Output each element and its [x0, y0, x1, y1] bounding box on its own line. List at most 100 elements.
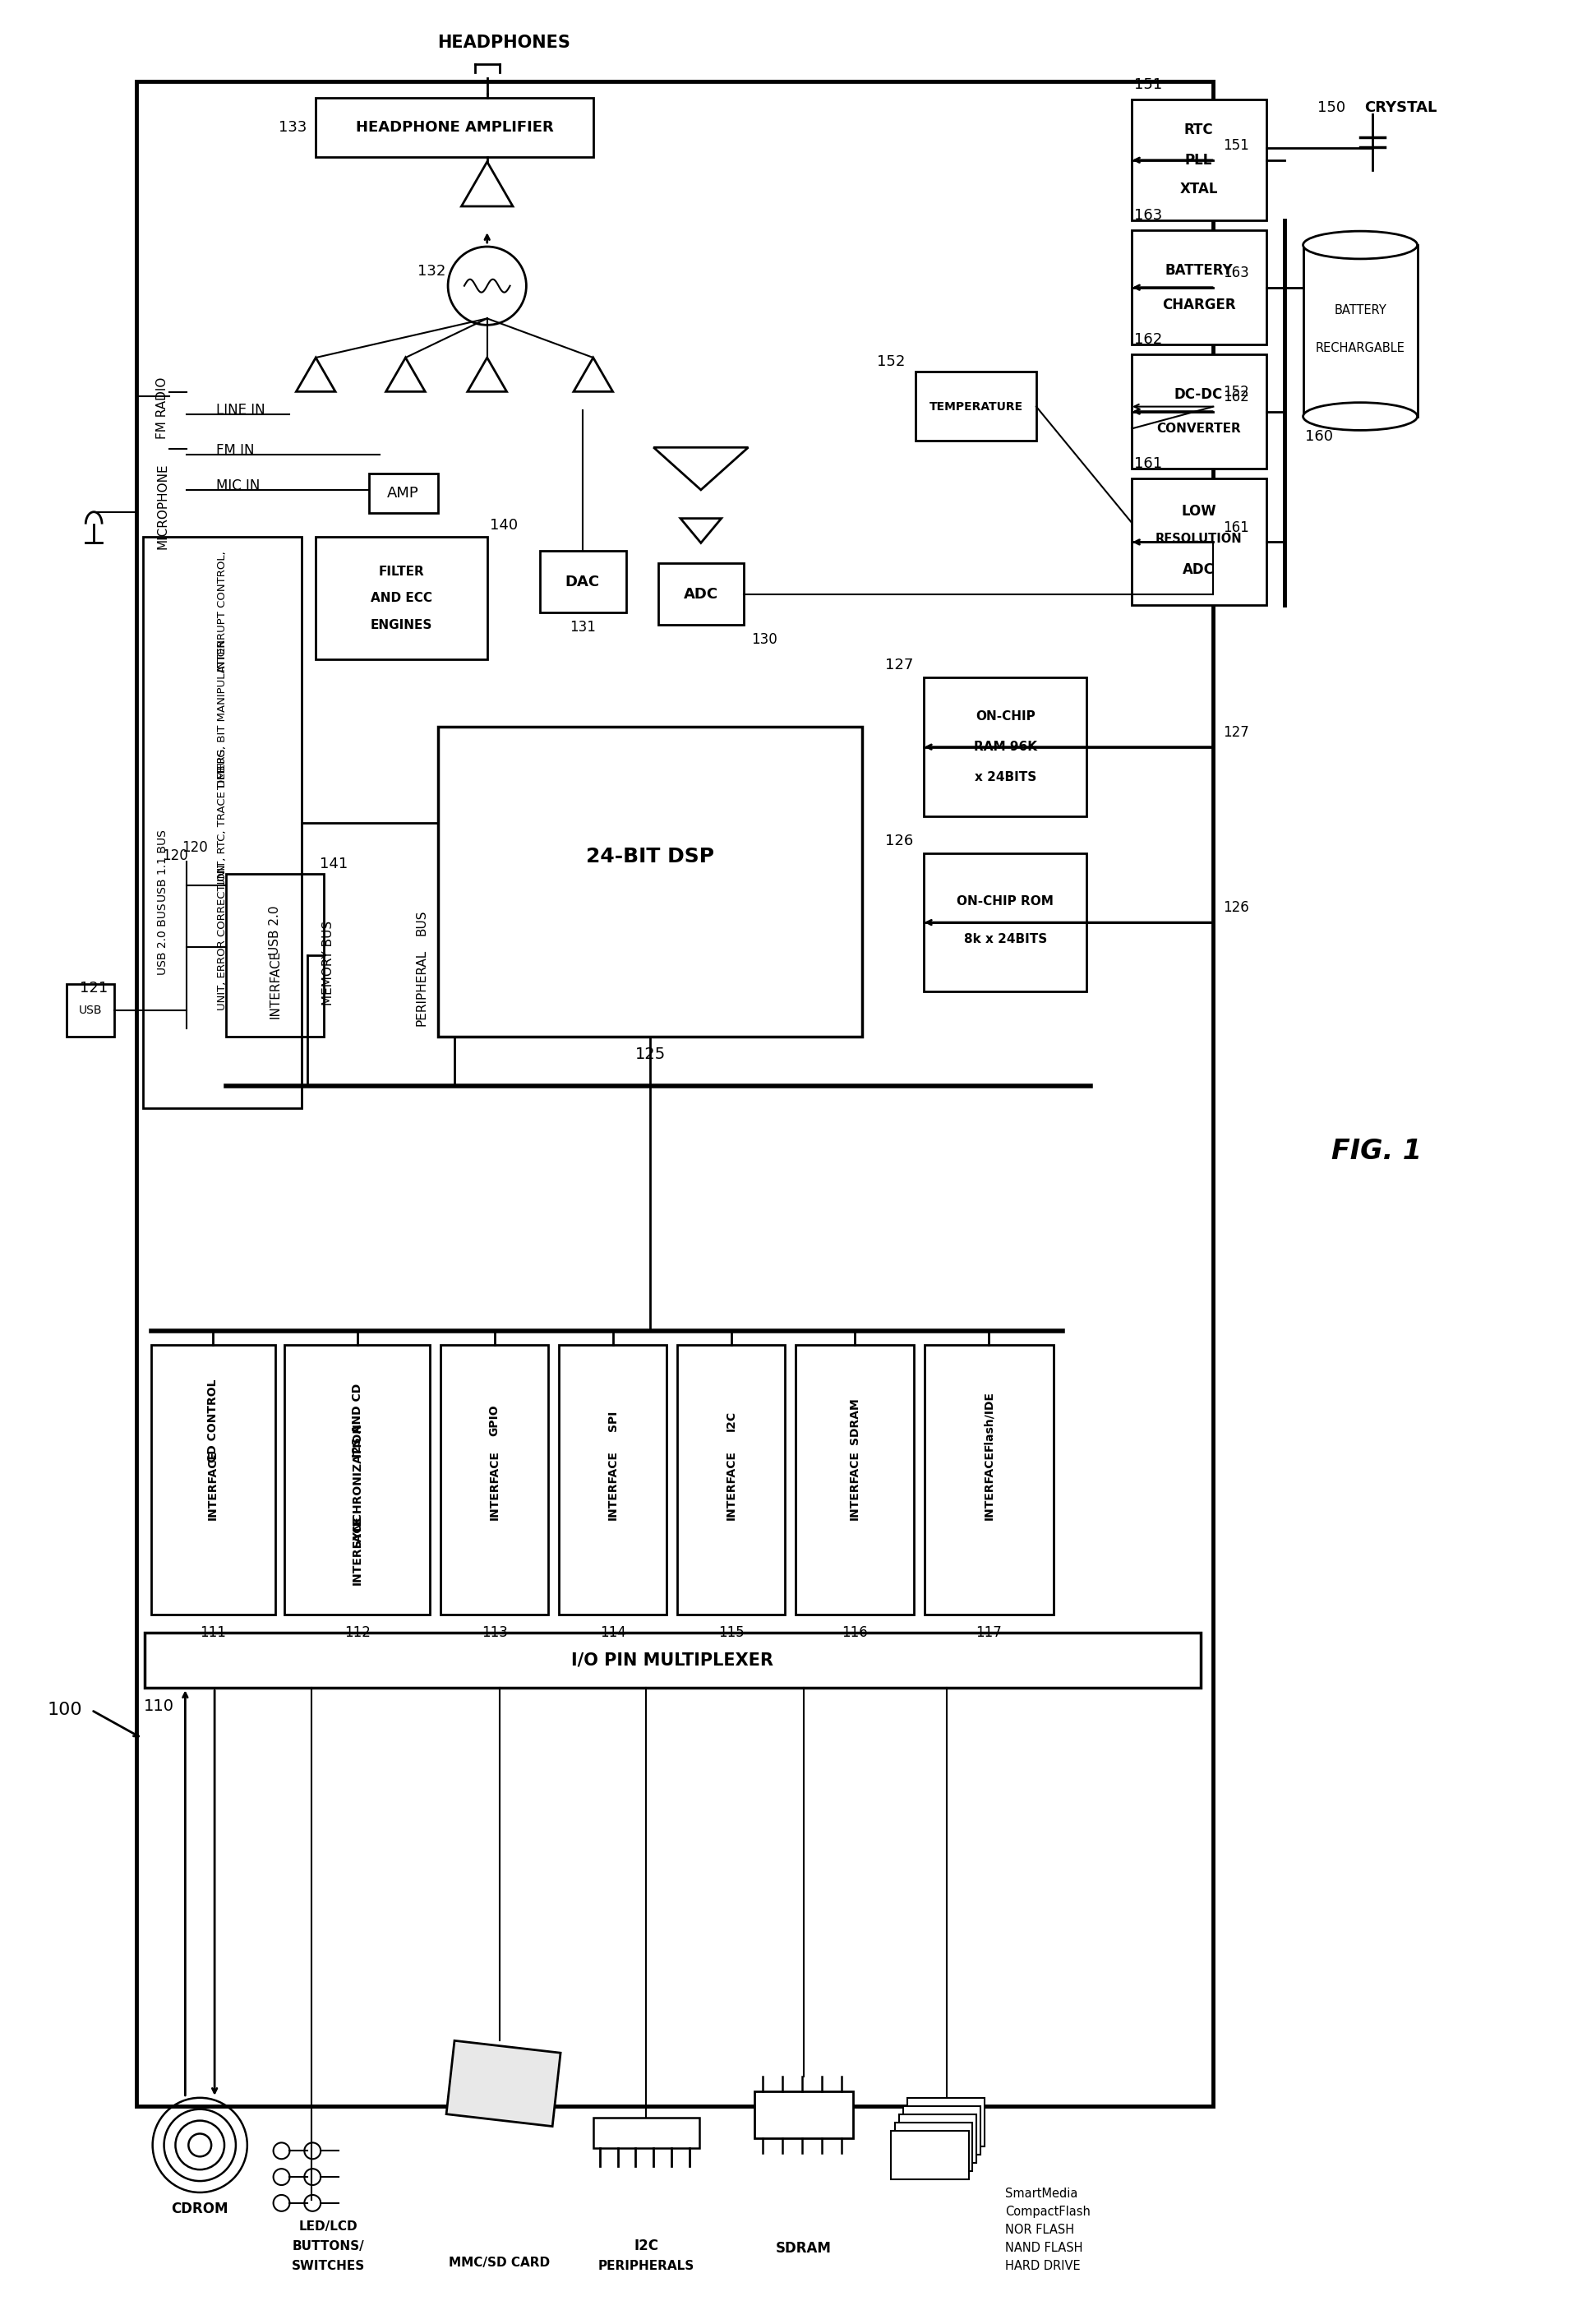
- Text: 162: 162: [1223, 390, 1250, 404]
- FancyBboxPatch shape: [1302, 244, 1417, 416]
- Text: INTERFACE: INTERFACE: [268, 951, 281, 1018]
- Text: XTAL: XTAL: [1179, 181, 1218, 198]
- Text: 126: 126: [1223, 899, 1250, 916]
- Text: ENGINES: ENGINES: [370, 618, 433, 632]
- Text: LINE IN: LINE IN: [215, 402, 265, 418]
- Text: 151: 151: [1135, 77, 1162, 93]
- Text: 127: 127: [886, 658, 913, 672]
- Text: LOW: LOW: [1181, 504, 1216, 518]
- Text: SmartMedia: SmartMedia: [1005, 2187, 1077, 2201]
- Text: MEMORY BUS: MEMORY BUS: [322, 920, 334, 1006]
- FancyBboxPatch shape: [594, 2117, 699, 2147]
- FancyBboxPatch shape: [924, 679, 1087, 816]
- Text: 141: 141: [319, 855, 348, 872]
- FancyBboxPatch shape: [1132, 353, 1266, 469]
- Text: 115: 115: [718, 1624, 744, 1641]
- FancyBboxPatch shape: [899, 2115, 977, 2164]
- Text: USB: USB: [78, 1004, 102, 1016]
- Text: INTERFACE: INTERFACE: [849, 1450, 860, 1520]
- Text: SDRAM: SDRAM: [849, 1397, 860, 1443]
- Text: 112: 112: [345, 1624, 370, 1641]
- Text: 120: 120: [182, 839, 207, 855]
- FancyBboxPatch shape: [316, 537, 487, 660]
- FancyBboxPatch shape: [369, 474, 439, 514]
- FancyBboxPatch shape: [227, 874, 324, 1037]
- Text: SDRAM: SDRAM: [776, 2240, 832, 2257]
- FancyBboxPatch shape: [903, 2106, 982, 2154]
- FancyBboxPatch shape: [891, 2131, 969, 2180]
- Text: MMC/SD CARD: MMC/SD CARD: [448, 2257, 551, 2268]
- FancyBboxPatch shape: [539, 551, 626, 611]
- Text: I2C: I2C: [725, 1411, 737, 1432]
- FancyBboxPatch shape: [142, 537, 302, 1109]
- Text: 8k x 24BITS: 8k x 24BITS: [964, 932, 1047, 946]
- Text: BUTTONS/: BUTTONS/: [292, 2240, 364, 2252]
- FancyBboxPatch shape: [908, 2099, 985, 2147]
- FancyBboxPatch shape: [1132, 479, 1266, 604]
- Text: NAND FLASH: NAND FLASH: [1005, 2243, 1084, 2254]
- Text: 163: 163: [1223, 265, 1250, 281]
- Text: TIMERS, BIT MANIPULATION: TIMERS, BIT MANIPULATION: [217, 639, 227, 790]
- Text: PERIPHERAL: PERIPHERAL: [415, 951, 428, 1027]
- Text: ADC: ADC: [1183, 562, 1215, 576]
- Text: MIC IN: MIC IN: [215, 479, 260, 493]
- Text: LED/LCD: LED/LCD: [298, 2219, 358, 2233]
- FancyBboxPatch shape: [144, 1631, 1202, 1687]
- Text: 131: 131: [570, 621, 595, 634]
- Text: CRYSTAL: CRYSTAL: [1365, 100, 1438, 116]
- FancyBboxPatch shape: [924, 1346, 1053, 1615]
- Text: NOR FLASH: NOR FLASH: [1005, 2224, 1074, 2236]
- Text: x 24BITS: x 24BITS: [974, 772, 1036, 783]
- Text: 113: 113: [482, 1624, 508, 1641]
- Text: AMP: AMP: [388, 486, 420, 500]
- Text: DAC: DAC: [565, 574, 600, 590]
- Text: SWITCHES: SWITCHES: [292, 2259, 364, 2273]
- Text: 151: 151: [1223, 137, 1250, 153]
- Text: INTERFACE: INTERFACE: [207, 1450, 219, 1520]
- Text: AND ECC: AND ECC: [370, 593, 433, 604]
- Text: CompactFlash: CompactFlash: [1005, 2205, 1090, 2217]
- Text: USB 2.0: USB 2.0: [268, 906, 281, 955]
- FancyBboxPatch shape: [677, 1346, 785, 1615]
- Text: FM RADIO: FM RADIO: [156, 376, 169, 439]
- Polygon shape: [447, 2040, 560, 2126]
- FancyBboxPatch shape: [284, 1346, 429, 1615]
- Text: USB 1.1 BUS: USB 1.1 BUS: [156, 830, 168, 902]
- Text: INTERFACE: INTERFACE: [725, 1450, 737, 1520]
- Text: Flash/IDE: Flash/IDE: [983, 1390, 994, 1450]
- Text: UNIT, RTC, TRACE DEBUG: UNIT, RTC, TRACE DEBUG: [217, 748, 227, 885]
- Ellipse shape: [1302, 230, 1417, 258]
- Text: FM IN: FM IN: [215, 444, 254, 458]
- Text: 130: 130: [752, 632, 777, 646]
- Text: MICROPHONE: MICROPHONE: [156, 462, 169, 548]
- Text: 132: 132: [418, 263, 445, 279]
- FancyBboxPatch shape: [659, 562, 744, 625]
- FancyBboxPatch shape: [316, 98, 594, 156]
- Text: BUS: BUS: [415, 909, 428, 934]
- Text: RECHARGABLE: RECHARGABLE: [1315, 342, 1404, 353]
- Text: 160: 160: [1306, 430, 1333, 444]
- Text: 152: 152: [876, 353, 905, 370]
- Text: PERIPHERALS: PERIPHERALS: [598, 2259, 694, 2273]
- Text: ON-CHIP: ON-CHIP: [975, 711, 1036, 723]
- Text: BATTERY: BATTERY: [1334, 304, 1387, 316]
- Text: I/O PIN MULTIPLEXER: I/O PIN MULTIPLEXER: [571, 1652, 774, 1669]
- Text: INTERRUPT CONTROL,: INTERRUPT CONTROL,: [217, 551, 227, 672]
- FancyBboxPatch shape: [924, 853, 1087, 992]
- Text: 125: 125: [635, 1046, 666, 1062]
- FancyBboxPatch shape: [67, 983, 115, 1037]
- FancyBboxPatch shape: [916, 372, 1036, 442]
- Text: I2C: I2C: [634, 2238, 659, 2254]
- Text: 110: 110: [144, 1699, 174, 1713]
- Text: 120: 120: [163, 848, 188, 862]
- Text: 161: 161: [1135, 456, 1162, 472]
- FancyBboxPatch shape: [755, 2092, 852, 2138]
- Text: 127: 127: [1223, 725, 1250, 739]
- Text: UNIT, ERROR CORRECTION: UNIT, ERROR CORRECTION: [217, 865, 227, 1011]
- Text: CONVERTER: CONVERTER: [1157, 423, 1240, 435]
- Text: ON-CHIP ROM: ON-CHIP ROM: [958, 895, 1053, 909]
- Text: HEADPHONES: HEADPHONES: [437, 35, 570, 51]
- Text: 140: 140: [490, 518, 517, 532]
- FancyBboxPatch shape: [1132, 230, 1266, 344]
- Text: RAM 96K: RAM 96K: [974, 741, 1037, 753]
